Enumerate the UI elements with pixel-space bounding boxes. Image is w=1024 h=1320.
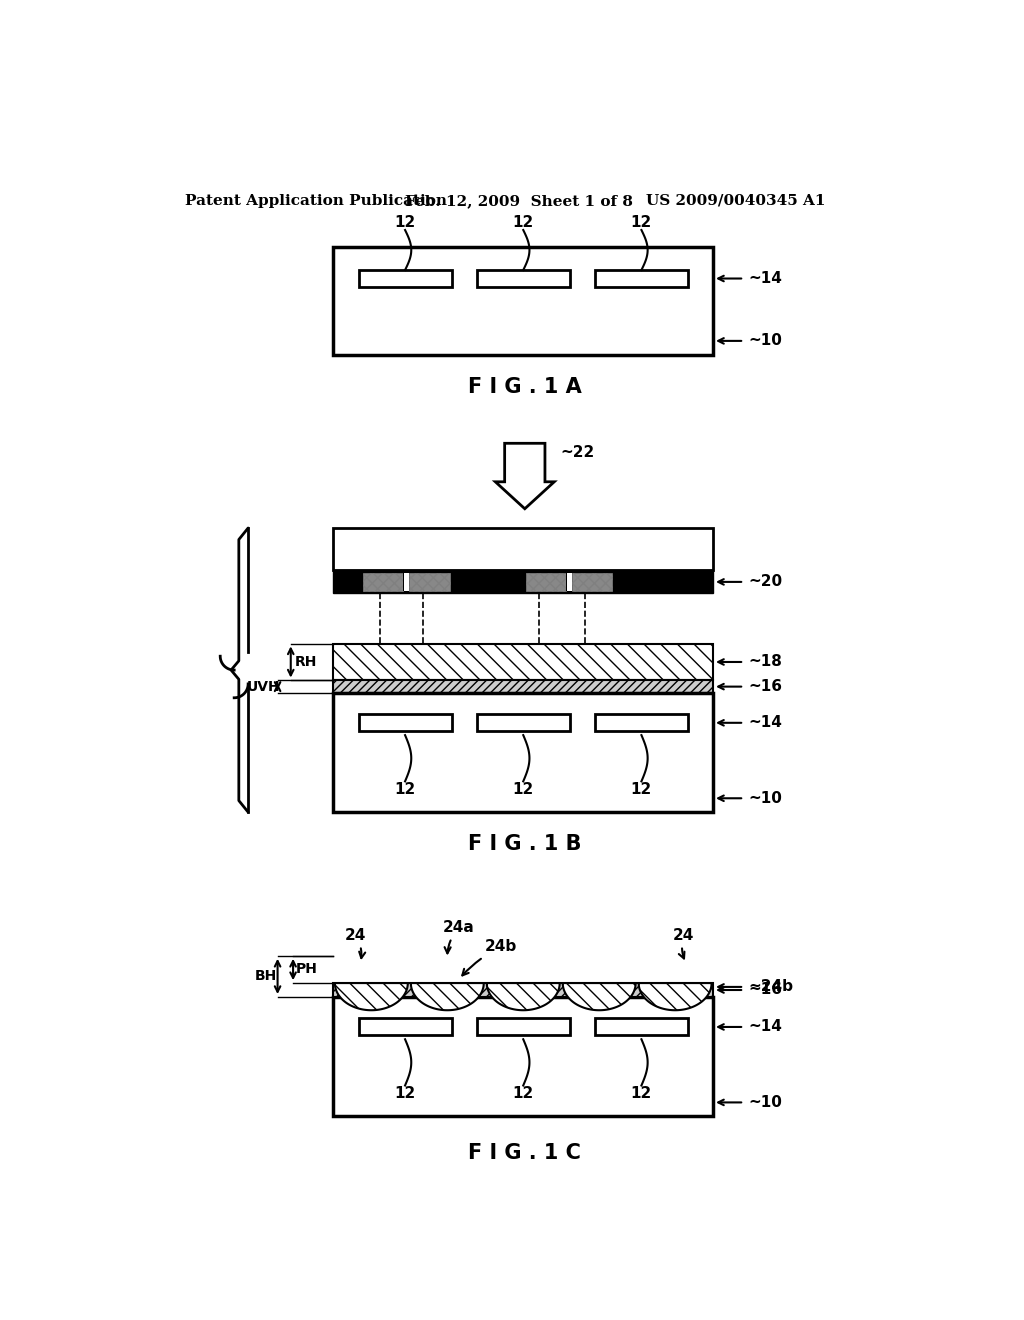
Bar bbox=[477, 271, 569, 286]
Bar bbox=[358, 271, 452, 286]
Text: F I G . 1 C: F I G . 1 C bbox=[468, 1143, 582, 1163]
Bar bbox=[403, 573, 410, 591]
Bar bbox=[595, 1019, 688, 1035]
Text: UVH: UVH bbox=[247, 680, 281, 693]
Text: Feb. 12, 2009  Sheet 1 of 8: Feb. 12, 2009 Sheet 1 of 8 bbox=[406, 194, 634, 207]
Bar bbox=[334, 644, 713, 681]
Text: F I G . 1 A: F I G . 1 A bbox=[468, 378, 582, 397]
Bar bbox=[595, 714, 688, 731]
Text: 12: 12 bbox=[513, 781, 534, 796]
Text: ~14: ~14 bbox=[748, 715, 782, 730]
Text: ~14: ~14 bbox=[748, 1019, 782, 1035]
Text: 12: 12 bbox=[631, 215, 652, 230]
Bar bbox=[334, 247, 713, 355]
Text: ~24b: ~24b bbox=[748, 979, 793, 994]
Text: ~10: ~10 bbox=[748, 1094, 782, 1110]
Text: ~22: ~22 bbox=[560, 445, 595, 461]
Text: ~20: ~20 bbox=[748, 574, 782, 590]
Bar bbox=[525, 573, 566, 591]
Bar bbox=[566, 573, 572, 591]
Text: 12: 12 bbox=[394, 1085, 416, 1101]
Bar bbox=[334, 570, 713, 594]
Polygon shape bbox=[496, 444, 554, 508]
Text: 24b: 24b bbox=[462, 940, 516, 975]
Bar bbox=[334, 528, 713, 570]
Text: ~18: ~18 bbox=[748, 655, 782, 669]
Bar bbox=[595, 271, 688, 286]
Polygon shape bbox=[563, 983, 636, 1010]
Bar bbox=[334, 983, 713, 997]
Text: US 2009/0040345 A1: US 2009/0040345 A1 bbox=[646, 194, 825, 207]
Text: ~10: ~10 bbox=[748, 334, 782, 348]
Polygon shape bbox=[411, 983, 483, 1010]
Text: 12: 12 bbox=[631, 781, 652, 796]
Bar bbox=[403, 573, 410, 591]
Bar bbox=[334, 693, 713, 812]
Bar bbox=[477, 714, 569, 731]
Bar bbox=[358, 1019, 452, 1035]
Bar bbox=[572, 573, 612, 591]
Bar bbox=[410, 573, 450, 591]
Bar bbox=[334, 681, 713, 693]
Text: 12: 12 bbox=[513, 1085, 534, 1101]
Bar bbox=[362, 573, 403, 591]
Text: 12: 12 bbox=[394, 215, 416, 230]
Text: 12: 12 bbox=[631, 1085, 652, 1101]
Bar bbox=[334, 997, 713, 1117]
Text: RH: RH bbox=[295, 655, 317, 669]
Text: PH: PH bbox=[296, 962, 318, 977]
Text: 12: 12 bbox=[513, 215, 534, 230]
Text: ~10: ~10 bbox=[748, 791, 782, 805]
Text: BH: BH bbox=[254, 969, 276, 983]
Text: 24a: 24a bbox=[443, 920, 475, 953]
Text: ~16: ~16 bbox=[748, 982, 782, 998]
Bar bbox=[358, 714, 452, 731]
Bar bbox=[566, 573, 572, 591]
Text: 24: 24 bbox=[673, 928, 694, 958]
Text: ~14: ~14 bbox=[748, 271, 782, 286]
Polygon shape bbox=[639, 983, 712, 1010]
Text: 12: 12 bbox=[394, 781, 416, 796]
Text: 24: 24 bbox=[345, 928, 367, 958]
Polygon shape bbox=[486, 983, 560, 1010]
Text: Patent Application Publication: Patent Application Publication bbox=[184, 194, 446, 207]
Text: F I G . 1 B: F I G . 1 B bbox=[468, 834, 582, 854]
Text: ~16: ~16 bbox=[748, 678, 782, 694]
Bar bbox=[477, 1019, 569, 1035]
Polygon shape bbox=[335, 983, 408, 1010]
